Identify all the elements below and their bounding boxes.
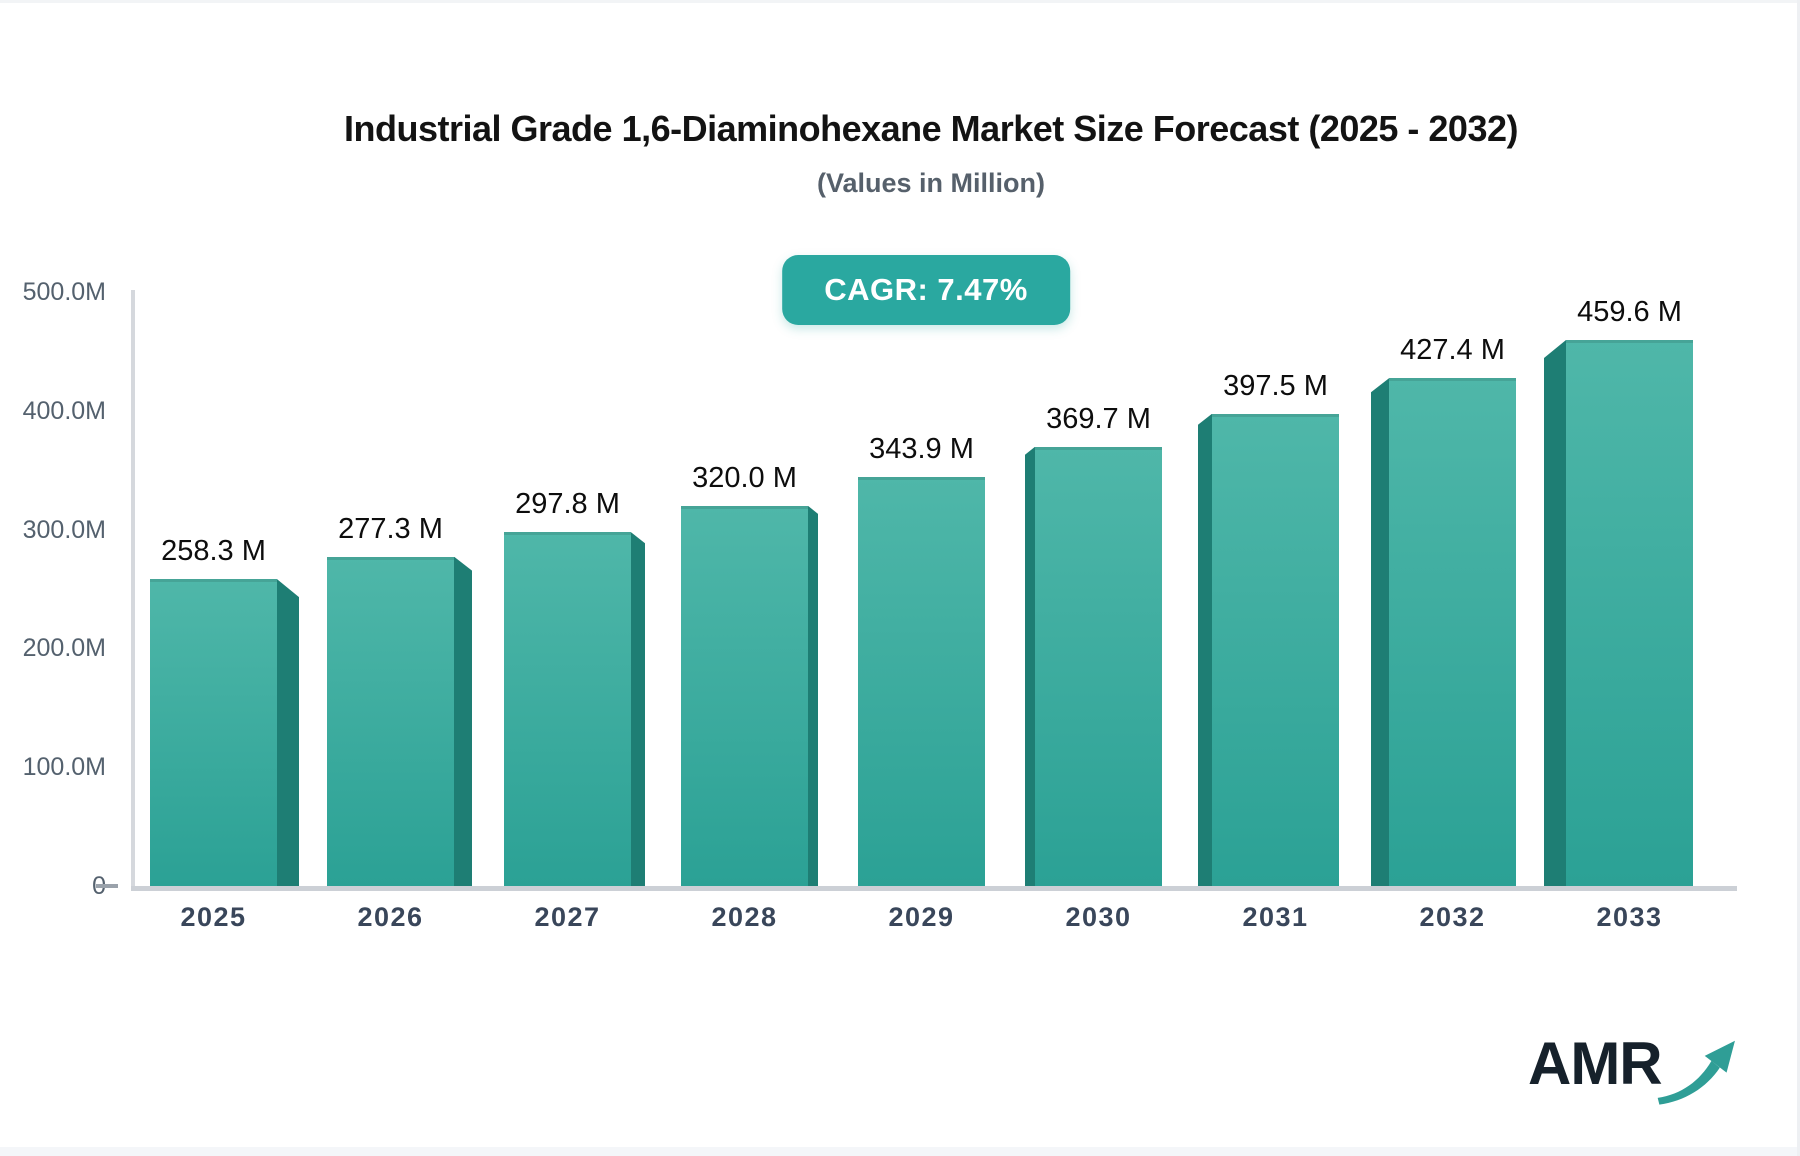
bar-value-label-2033: 459.6 M [1577, 295, 1682, 328]
y-tick-label-200.0M: 200.0M [22, 634, 106, 663]
bar-2033 [1566, 339, 1693, 886]
bar-2029 [858, 477, 985, 886]
bar-value-label-2025: 258.3 M [161, 535, 266, 568]
y-tick-mark-zero [96, 884, 118, 888]
y-tick-label-400.0M: 400.0M [22, 396, 106, 425]
x-tick-label-2026: 2026 [357, 902, 424, 932]
amr-logo: AMR [1528, 1032, 1740, 1113]
x-tick-label-2029: 2029 [888, 902, 955, 932]
y-tick-label-500.0M: 500.0M [22, 278, 106, 306]
x-tick-label-2031: 2031 [1242, 902, 1309, 932]
x-tick-label-2027: 2027 [534, 902, 601, 932]
x-tick-label-2028: 2028 [711, 902, 778, 932]
y-axis-line [131, 290, 135, 890]
bar-value-label-2031: 397.5 M [1223, 369, 1328, 402]
bar-2025 [150, 579, 277, 886]
x-tick-label-2025: 2025 [180, 902, 247, 932]
bar-value-label-2030: 369.7 M [1046, 402, 1151, 435]
growth-arrow-icon [1656, 1034, 1740, 1113]
bar-side-2027 [631, 532, 645, 886]
bar-2027 [504, 532, 631, 886]
bar-value-label-2027: 297.8 M [515, 488, 620, 521]
y-tick-label-0: 0 [0, 871, 106, 901]
bar-side-2028 [808, 505, 818, 886]
bar-2030 [1035, 446, 1162, 886]
bar-side-2033 [1544, 339, 1566, 886]
bar-value-label-2028: 320.0 M [692, 461, 797, 494]
cagr-badge: CAGR: 7.47% [782, 255, 1070, 325]
chart-subtitle: (Values in Million) [816, 168, 1046, 198]
amr-logo-text: AMR [1528, 1030, 1663, 1097]
top-edge-strip [0, 0, 1800, 3]
bar-value-label-2029: 343.9 M [869, 433, 974, 466]
bar-side-2032 [1371, 378, 1389, 886]
bar-2031 [1212, 413, 1339, 886]
bar-side-2030 [1025, 446, 1035, 886]
bar-side-2031 [1198, 413, 1212, 886]
bar-value-label-2026: 277.3 M [338, 512, 443, 545]
y-tick-label-300.0M: 300.0M [22, 515, 106, 544]
x-tick-label-2032: 2032 [1419, 902, 1486, 932]
bar-side-2026 [454, 556, 472, 886]
chart-title: Industrial Grade 1,6-Diaminohexane Marke… [344, 108, 1518, 149]
bar-2032 [1389, 378, 1516, 886]
x-axis-baseline [131, 886, 1737, 891]
y-tick-label-100.0M: 100.0M [22, 753, 106, 782]
bar-2028 [681, 505, 808, 886]
x-tick-label-2033: 2033 [1596, 902, 1663, 932]
bar-2026 [327, 556, 454, 886]
bar-side-2025 [277, 579, 299, 886]
right-edge-strip [1797, 0, 1800, 1156]
x-tick-label-2030: 2030 [1065, 902, 1132, 932]
bar-value-label-2032: 427.4 M [1400, 334, 1505, 367]
bottom-edge-strip [0, 1147, 1800, 1156]
